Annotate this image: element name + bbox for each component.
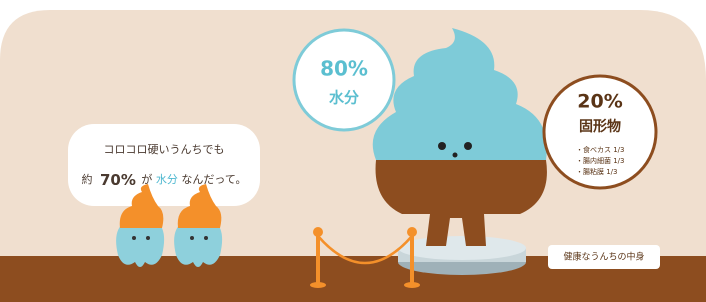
solid-item: ・腸粘膜 1/3: [576, 167, 618, 176]
eye: [438, 142, 446, 150]
water-percent: 80%: [320, 57, 368, 81]
bubble-text: 約 70% が 水分 なんだって。: [81, 171, 246, 189]
text-part: が: [141, 172, 152, 186]
speech-bubble: [68, 124, 260, 206]
solid-percent: 20%: [577, 91, 622, 113]
illustration: コロコロ硬いうんちでも 約 70% が 水分 なんだって。 80% 水分 20%…: [0, 0, 706, 302]
text-part: 約: [81, 172, 92, 186]
eye: [464, 142, 472, 150]
text-part: 70%: [100, 171, 136, 189]
water-label: 水分: [329, 89, 359, 107]
bubble-text: コロコロ硬いうんちでも: [104, 143, 225, 156]
caption: 健康なうんちの中身: [563, 251, 644, 263]
solid-item: ・腸内細菌 1/3: [576, 156, 625, 165]
text-part: 水分: [156, 173, 178, 186]
solid-item: ・食べカス 1/3: [576, 145, 625, 154]
pedestal-top: [398, 236, 526, 260]
text-part: なんだって。: [181, 173, 246, 186]
mouth: [453, 153, 458, 158]
solid-label: 固形物: [579, 118, 621, 135]
